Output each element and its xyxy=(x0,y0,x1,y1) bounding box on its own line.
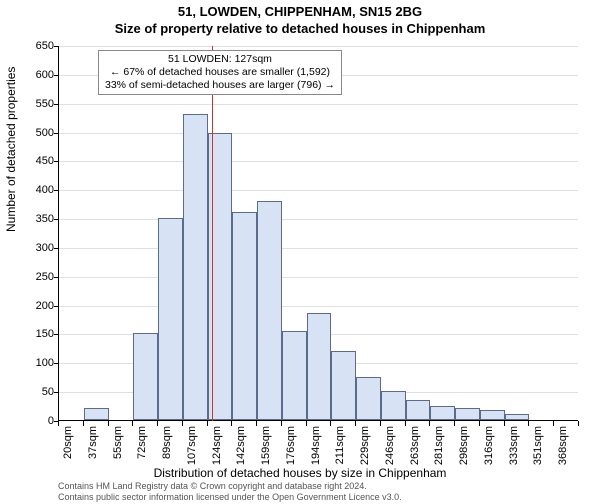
x-tick-mark xyxy=(281,421,282,426)
x-tick-mark xyxy=(182,421,183,426)
x-tick-mark xyxy=(380,421,381,426)
y-tick-mark xyxy=(54,133,59,134)
gridline xyxy=(59,161,578,162)
y-tick-mark xyxy=(54,104,59,105)
x-tick-mark xyxy=(454,421,455,426)
x-tick-mark xyxy=(355,421,356,426)
y-tick-mark xyxy=(54,334,59,335)
annot-line1: 51 LOWDEN: 127sqm xyxy=(105,53,335,66)
histogram-bar xyxy=(133,333,158,420)
y-tick-label: 250 xyxy=(24,271,54,283)
y-tick-label: 50 xyxy=(24,386,54,398)
x-tick-mark xyxy=(405,421,406,426)
gridline xyxy=(59,306,578,307)
y-tick-mark xyxy=(54,306,59,307)
x-tick-mark xyxy=(108,421,109,426)
histogram-bar xyxy=(455,408,480,420)
y-axis-label: Number of detached properties xyxy=(4,67,18,232)
page-title-line2: Size of property relative to detached ho… xyxy=(0,21,600,36)
histogram-bar xyxy=(282,331,307,420)
y-tick-label: 650 xyxy=(24,40,54,52)
y-tick-mark xyxy=(54,190,59,191)
gridline xyxy=(59,133,578,134)
reference-line xyxy=(212,46,213,421)
histogram-bar xyxy=(381,391,406,420)
annot-line3: 33% of semi-detached houses are larger (… xyxy=(105,79,335,92)
gridline xyxy=(59,219,578,220)
x-tick-mark xyxy=(528,421,529,426)
reference-annotation: 51 LOWDEN: 127sqm ← 67% of detached hous… xyxy=(98,50,342,95)
x-tick-mark xyxy=(256,421,257,426)
y-tick-label: 400 xyxy=(24,184,54,196)
footer-attribution: Contains HM Land Registry data © Crown c… xyxy=(58,481,402,502)
y-tick-label: 150 xyxy=(24,328,54,340)
gridline xyxy=(59,46,578,47)
x-tick-mark xyxy=(157,421,158,426)
x-tick-mark xyxy=(429,421,430,426)
x-tick-mark xyxy=(58,421,59,426)
histogram-bar xyxy=(158,218,183,420)
gridline xyxy=(59,104,578,105)
y-tick-mark xyxy=(54,363,59,364)
y-tick-label: 600 xyxy=(24,69,54,81)
y-tick-label: 450 xyxy=(24,155,54,167)
x-tick-mark xyxy=(578,421,579,426)
histogram-bar xyxy=(257,201,282,420)
histogram-bar xyxy=(232,212,257,420)
histogram-bar xyxy=(307,313,332,420)
y-tick-label: 200 xyxy=(24,300,54,312)
y-tick-label: 350 xyxy=(24,213,54,225)
y-tick-mark xyxy=(54,392,59,393)
x-tick-mark xyxy=(479,421,480,426)
y-tick-mark xyxy=(54,161,59,162)
gridline xyxy=(59,248,578,249)
annot-line2: ← 67% of detached houses are smaller (1,… xyxy=(105,66,335,79)
y-tick-mark xyxy=(54,75,59,76)
y-tick-mark xyxy=(54,46,59,47)
histogram-bar xyxy=(183,114,208,420)
y-tick-mark xyxy=(54,277,59,278)
y-tick-label: 500 xyxy=(24,127,54,139)
histogram-bar xyxy=(505,414,530,420)
x-tick-mark xyxy=(83,421,84,426)
gridline xyxy=(59,277,578,278)
histogram-bar xyxy=(331,351,356,420)
histogram-bar xyxy=(356,377,381,420)
histogram-bar xyxy=(406,400,431,420)
x-tick-mark xyxy=(330,421,331,426)
footer-line2: Contains public sector information licen… xyxy=(58,492,402,502)
y-tick-label: 550 xyxy=(24,98,54,110)
x-tick-mark xyxy=(553,421,554,426)
x-tick-mark xyxy=(231,421,232,426)
plot-area xyxy=(58,46,578,421)
y-tick-label: 100 xyxy=(24,357,54,369)
x-axis-label: Distribution of detached houses by size … xyxy=(0,466,600,480)
y-tick-label: 0 xyxy=(24,415,54,427)
footer-line1: Contains HM Land Registry data © Crown c… xyxy=(58,481,402,491)
y-tick-mark xyxy=(54,219,59,220)
x-tick-mark xyxy=(306,421,307,426)
gridline xyxy=(59,190,578,191)
x-tick-mark xyxy=(207,421,208,426)
y-tick-label: 300 xyxy=(24,242,54,254)
x-tick-mark xyxy=(132,421,133,426)
histogram-bar xyxy=(84,408,109,420)
x-tick-mark xyxy=(504,421,505,426)
histogram-bar xyxy=(480,410,505,420)
page-title-line1: 51, LOWDEN, CHIPPENHAM, SN15 2BG xyxy=(0,4,600,19)
histogram-bar xyxy=(430,406,455,420)
y-tick-mark xyxy=(54,248,59,249)
chart-area: 51 LOWDEN: 127sqm ← 67% of detached hous… xyxy=(58,46,578,421)
